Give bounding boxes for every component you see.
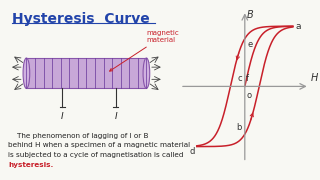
Text: e: e	[248, 40, 253, 49]
Text: is subjected to a cycle of magnetisation is called: is subjected to a cycle of magnetisation…	[8, 152, 183, 158]
Ellipse shape	[23, 58, 30, 89]
Text: c: c	[237, 74, 242, 83]
Text: Hysteresis  Curve: Hysteresis Curve	[12, 12, 150, 26]
Ellipse shape	[143, 58, 150, 89]
Text: B: B	[247, 10, 254, 20]
Text: I: I	[61, 112, 64, 121]
Text: behind H when a specimen of a magnetic material: behind H when a specimen of a magnetic m…	[8, 143, 190, 148]
Text: magnetic
material: magnetic material	[110, 30, 179, 71]
Text: The phenomenon of lagging of I or B: The phenomenon of lagging of I or B	[8, 133, 148, 139]
Text: hysteresis.: hysteresis.	[8, 161, 53, 168]
Text: f: f	[246, 74, 249, 83]
Text: o: o	[247, 91, 252, 100]
Text: I: I	[115, 112, 117, 121]
Bar	[26, 58, 146, 89]
Text: d: d	[189, 147, 195, 156]
Text: H: H	[311, 73, 318, 83]
Text: b: b	[236, 123, 241, 132]
Text: a: a	[295, 22, 301, 32]
